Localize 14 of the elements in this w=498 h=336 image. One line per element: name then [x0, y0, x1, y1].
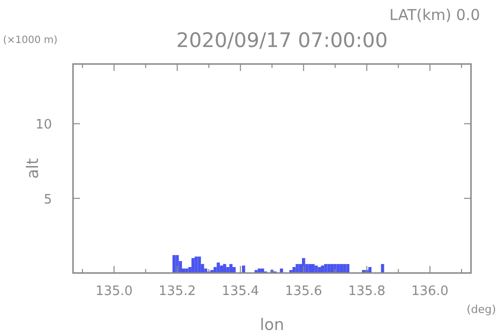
y-tick-label: 10 [35, 118, 52, 133]
x-tick-label: 135.8 [348, 284, 386, 299]
text: (deg) [466, 303, 496, 316]
chart-subtitle: LAT(km) 0.0 [389, 6, 480, 24]
chart-title: 2020/09/17 07:00:00 [176, 28, 388, 52]
x-axis-title: lon [260, 315, 284, 334]
text: (×1000 m) [3, 35, 58, 46]
x-tick-label: 135.0 [95, 284, 133, 299]
x-tick-label: 136.0 [411, 284, 449, 299]
y-tick-label: 5 [44, 192, 52, 208]
x-tick-label: 135.4 [222, 284, 260, 299]
x-tick-label: 135.2 [158, 284, 196, 299]
x-tick-label: 135.6 [284, 284, 322, 299]
y-axis-title: alt [23, 158, 42, 179]
